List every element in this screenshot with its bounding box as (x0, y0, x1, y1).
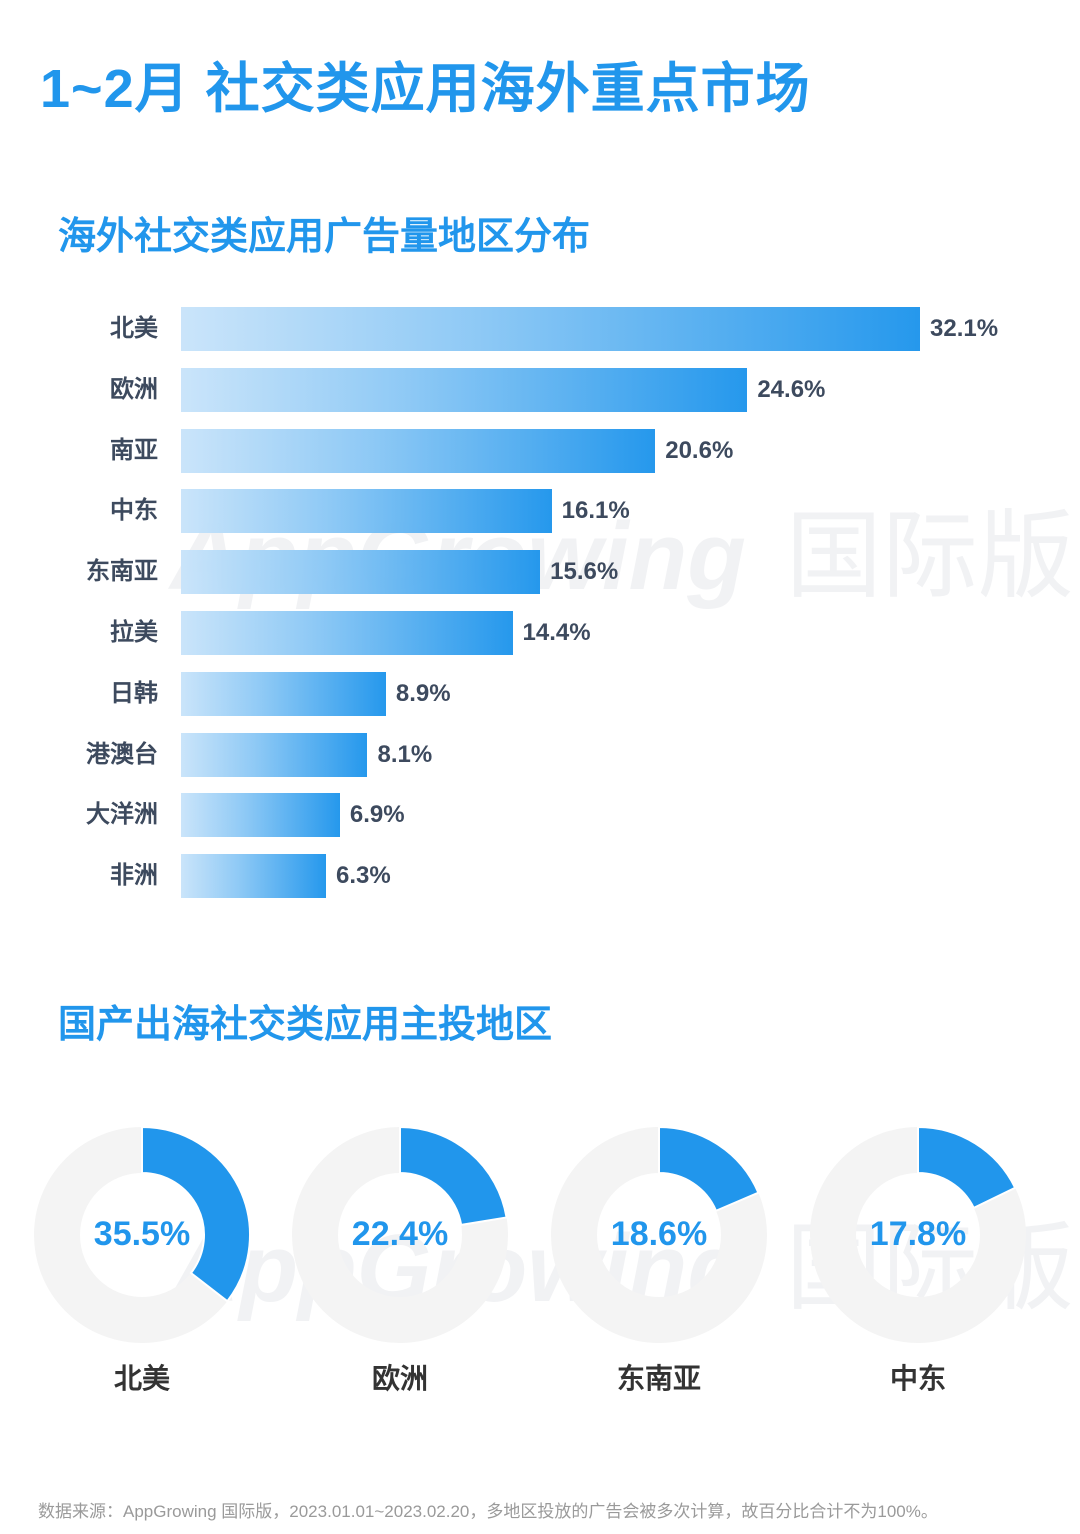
bar (181, 611, 513, 655)
donut-section-title: 国产出海社交类应用主投地区 (58, 1004, 553, 1046)
bar-category-label: 大洋洲 (86, 801, 158, 829)
source-footnote: 数据来源：AppGrowing 国际版，2023.01.01~2023.02.2… (38, 1502, 938, 1521)
bar-row: 非洲 6.3% (0, 854, 1080, 899)
bar-category-label: 日韩 (110, 679, 158, 707)
bar-value-label: 8.9% (395, 679, 451, 707)
donut-chart: 17.8% 中东 (808, 1127, 1028, 1394)
bar-row: 大洋洲 6.9% (0, 793, 1080, 838)
bar-value-label: 14.4% (522, 619, 591, 646)
bar (181, 307, 920, 351)
bar-value-label: 32.1% (930, 315, 999, 342)
bar-category-label: 港澳台 (86, 740, 158, 768)
bar-row: 欧洲 24.6% (0, 367, 1080, 412)
donut-category-label: 北美 (113, 1363, 170, 1394)
donut-ring (551, 1127, 767, 1343)
bar-row: 中东 16.1% (0, 489, 1080, 534)
bar-value-label: 6.3% (336, 862, 391, 890)
donut-value-label: 22.4% (351, 1215, 449, 1253)
donut-chart: 35.5% 北美 (32, 1127, 252, 1394)
bar (181, 489, 552, 534)
bar-category-label: 拉美 (110, 619, 158, 646)
bar-chart-title: 海外社交类应用广告量地区分布 (58, 216, 591, 258)
bar (181, 793, 340, 838)
bar (181, 732, 368, 777)
bar-row: 拉美 14.4% (0, 611, 1080, 655)
bar-row: 北美 32.1% (0, 307, 1080, 351)
donut-ring (810, 1127, 1026, 1343)
bar (181, 854, 327, 899)
bar-value-label: 16.1% (561, 497, 630, 525)
donut-value-label: 18.6% (610, 1215, 708, 1253)
bar-category-label: 欧洲 (110, 375, 158, 403)
bar-value-label: 20.6% (665, 436, 734, 464)
bar (181, 367, 748, 412)
bar-row: 东南亚 15.6% (0, 550, 1080, 595)
donut-value-label: 17.8% (869, 1215, 967, 1253)
donut-ring (34, 1127, 251, 1343)
donut-chart: 22.4% 欧洲 (290, 1127, 510, 1394)
bar-row: 南亚 20.6% (0, 428, 1080, 473)
bar-row: 港澳台 8.1% (0, 732, 1080, 777)
bar (181, 550, 541, 595)
donut-ring (292, 1127, 508, 1343)
donut-category-label: 中东 (889, 1363, 946, 1394)
bar (181, 671, 386, 716)
donut-chart: 18.6% 东南亚 (549, 1127, 769, 1394)
bar-value-label: 8.1% (377, 740, 433, 768)
bar-category-label: 东南亚 (86, 558, 158, 586)
bar-category-label: 南亚 (110, 436, 158, 464)
donut-value-label: 35.5% (93, 1215, 191, 1253)
bar-category-label: 北美 (110, 315, 158, 342)
bar-category-label: 非洲 (110, 862, 158, 890)
bar-value-label: 24.6% (757, 375, 826, 403)
donut-category-label: 欧洲 (371, 1363, 428, 1394)
bar-category-label: 中东 (110, 497, 158, 525)
page-title: 1~2月 社交类应用海外重点市场 (40, 59, 811, 119)
bar-row: 日韩 8.9% (0, 671, 1080, 716)
bar-value-label: 15.6% (550, 558, 619, 586)
bar (181, 428, 656, 473)
bar-value-label: 6.9% (349, 801, 405, 829)
donut-category-label: 东南亚 (616, 1363, 701, 1394)
